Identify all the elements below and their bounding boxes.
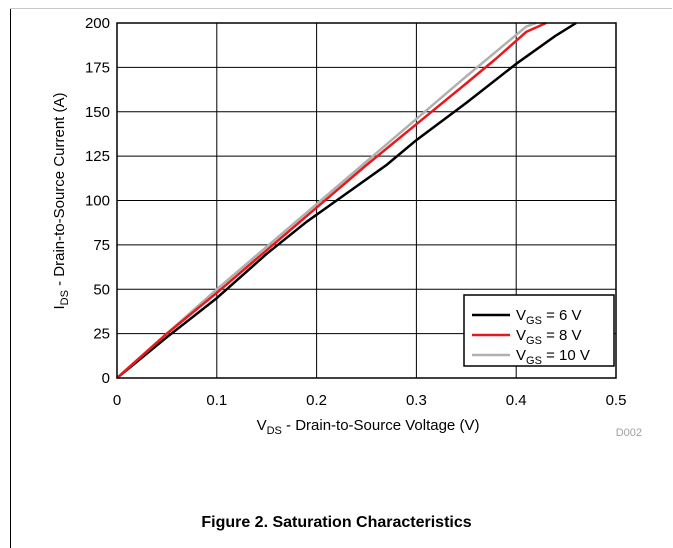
- x-axis-label: VDS - Drain-to-Source Voltage (V): [257, 417, 480, 437]
- x-axis-label-main: V: [257, 417, 267, 434]
- x-tick-label: 0.1: [206, 392, 227, 409]
- y-tick-label: 175: [85, 59, 110, 76]
- plot-border: [116, 22, 617, 379]
- series-line-vgs-6: [116, 21, 577, 379]
- y-axis-label-rest: - Drain-to-Source Current (A): [51, 92, 68, 290]
- y-tick-label: 200: [85, 15, 110, 32]
- y-tick-label: 100: [85, 193, 110, 210]
- legend-entry-vgs-10: VGS = 10 V: [472, 347, 590, 367]
- x-tick-labels: 0 0.1 0.2 0.3 0.4 0.5: [113, 392, 627, 409]
- x-tick-label: 0: [113, 392, 121, 409]
- legend-entry-vgs-8: VGS = 8 V: [472, 327, 582, 347]
- legend-label-vgs-8: VGS = 8 V: [516, 327, 582, 347]
- y-tick-label: 150: [85, 104, 110, 121]
- x-axis-label-rest: - Drain-to-Source Voltage (V): [282, 417, 480, 434]
- y-tick-labels: 0 25 50 75 100 125 150 175 200: [85, 15, 110, 387]
- figure-id-annotation: D002: [616, 427, 642, 439]
- y-tick-label: 25: [93, 326, 110, 343]
- y-tick-label: 125: [85, 148, 110, 165]
- y-axis-label: IDS - Drain-to-Source Current (A): [51, 92, 71, 309]
- x-axis-label-sub: DS: [267, 425, 282, 437]
- x-tick-label: 0.5: [606, 392, 627, 409]
- series-line-vgs-8: [116, 21, 547, 379]
- legend-label-vgs-6: VGS = 6 V: [516, 307, 582, 327]
- series-line-vgs-10: [116, 21, 537, 379]
- figure-caption: Figure 2. Saturation Characteristics: [201, 514, 472, 531]
- series-layer: [116, 21, 577, 379]
- page-frame-top-rule: [10, 8, 672, 9]
- y-tick-label: 0: [102, 370, 110, 387]
- x-tick-label: 0.2: [306, 392, 327, 409]
- y-tick-label: 50: [93, 281, 110, 298]
- legend-entry-vgs-6: VGS = 6 V: [472, 307, 582, 327]
- y-tick-label: 75: [93, 237, 110, 254]
- y-axis-label-main: I: [51, 305, 68, 309]
- y-axis-label-sub: DS: [59, 290, 71, 305]
- legend: VGS = 6 V VGS = 8 V VGS = 10 V: [463, 294, 615, 367]
- x-tick-label: 0.4: [506, 392, 527, 409]
- x-tick-label: 0.3: [406, 392, 427, 409]
- page-frame-left-rule: [10, 8, 11, 548]
- legend-box: [463, 294, 615, 367]
- legend-label-vgs-10: VGS = 10 V: [516, 347, 590, 367]
